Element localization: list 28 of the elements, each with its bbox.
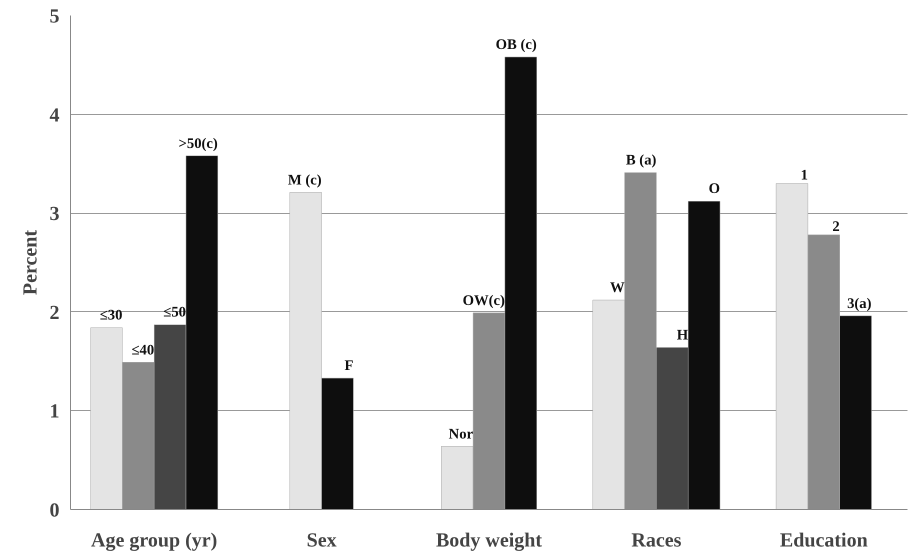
- annotation: O: [708, 181, 720, 198]
- annotation: W: [610, 280, 625, 296]
- annotation: ≤40: [132, 342, 154, 358]
- x-tick-label: Races: [631, 530, 682, 552]
- y-tick-label: 5: [50, 6, 60, 28]
- annotation: H: [676, 327, 689, 344]
- y-tick-label: 2: [50, 302, 60, 324]
- y-tick-label: 4: [50, 104, 60, 126]
- x-tick-label: Body weight: [436, 530, 542, 552]
- x-tick-label: Education: [780, 530, 868, 552]
- annotation: ≤50: [163, 304, 186, 321]
- y-tick-label: 3: [50, 203, 60, 226]
- annotation: 3(a): [847, 296, 872, 312]
- annotation: 1: [800, 167, 808, 184]
- y-axis-title: Percent: [20, 230, 42, 296]
- annotation: B (a): [626, 152, 657, 169]
- annotation: OB (c): [496, 36, 537, 53]
- annotation: OW(c): [462, 292, 506, 309]
- annotation: >50(c): [178, 136, 218, 152]
- annotation: F: [344, 358, 354, 374]
- annotation: M (c): [288, 172, 322, 188]
- annotation: Nor: [448, 426, 474, 442]
- y-tick-label: 0: [50, 500, 60, 522]
- annotation: 2: [832, 218, 840, 235]
- x-tick-label: Age group (yr): [91, 530, 218, 552]
- annotation: ≤30: [100, 308, 122, 324]
- x-tick-label: Sex: [306, 530, 337, 552]
- y-tick-label: 1: [50, 400, 60, 423]
